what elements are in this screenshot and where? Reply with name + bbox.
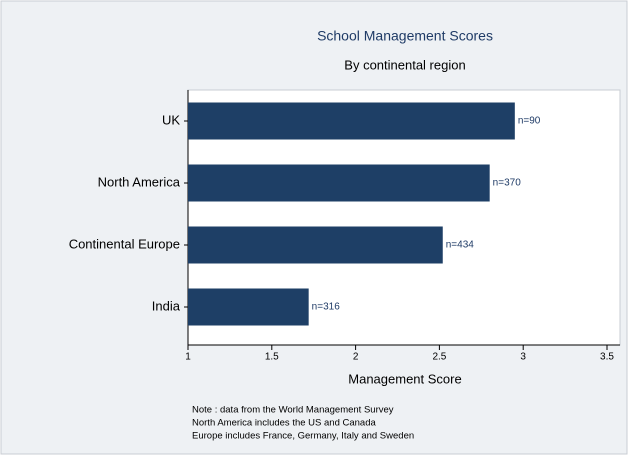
y-tick-label: Continental Europe — [69, 236, 180, 251]
bar-label: n=90 — [518, 116, 541, 127]
y-tick-label: UK — [162, 112, 180, 127]
bar — [188, 226, 443, 264]
x-tick-label: 2.5 — [432, 352, 446, 363]
bar — [188, 102, 515, 140]
chart-title: School Management Scores — [317, 28, 493, 44]
note: Note : data from the World Management Su… — [192, 405, 394, 416]
x-axis-label: Management Score — [348, 371, 461, 386]
bar-label: n=316 — [312, 302, 341, 313]
y-tick-label: North America — [98, 174, 181, 189]
y-tick-label: India — [152, 298, 181, 313]
chart-subtitle: By continental region — [344, 57, 465, 72]
bar — [188, 164, 490, 202]
x-tick-label: 3.5 — [600, 352, 614, 363]
note: Europe includes France, Germany, Italy a… — [192, 431, 414, 442]
bar-label: n=434 — [446, 240, 475, 251]
bar — [188, 288, 309, 326]
x-tick-label: 1.5 — [265, 352, 279, 363]
x-tick-label: 1 — [185, 352, 191, 363]
bar-label: n=370 — [493, 178, 522, 189]
x-tick-label: 3 — [520, 352, 526, 363]
x-tick-label: 2 — [353, 352, 359, 363]
note: North America includes the US and Canada — [192, 418, 376, 429]
